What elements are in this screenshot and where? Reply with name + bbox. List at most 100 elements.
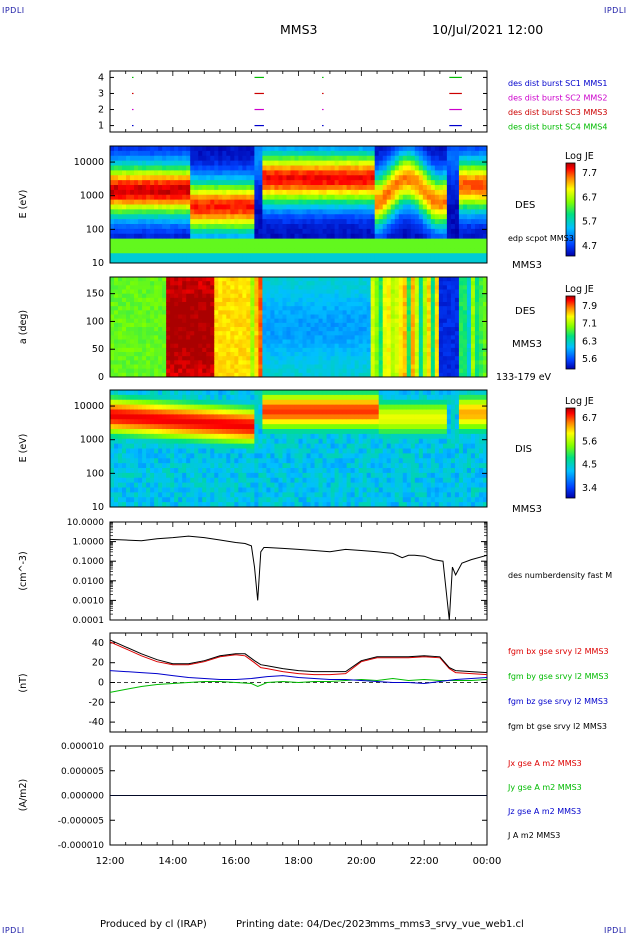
heatmap-cell: [246, 209, 251, 214]
heatmap-cell: [355, 290, 360, 295]
heatmap-cell: [166, 344, 171, 349]
heatmap-cell: [383, 344, 388, 349]
heatmap-cell: [194, 170, 199, 175]
heatmap-cell: [415, 195, 420, 200]
heatmap-cell: [282, 356, 287, 361]
heatmap-cell: [463, 234, 468, 239]
heatmap-cell: [391, 229, 396, 234]
heatmap-cell: [138, 229, 143, 234]
heatmap-cell: [270, 369, 275, 374]
heatmap-cell: [355, 302, 360, 307]
heatmap-cell: [134, 360, 139, 365]
heatmap-cell: [266, 356, 271, 361]
heatmap-cell: [162, 200, 167, 205]
heatmap-cell: [130, 234, 135, 239]
heatmap-cell: [122, 424, 127, 429]
heatmap-cell: [463, 175, 468, 180]
heatmap-cell: [122, 365, 127, 370]
heatmap-cell: [130, 369, 135, 374]
heatmap-cell: [407, 248, 412, 253]
heatmap-cell: [459, 302, 464, 307]
heatmap-cell: [122, 170, 127, 175]
heatmap-cell: [359, 327, 364, 332]
heatmap-cell: [455, 352, 460, 357]
heatmap-cell: [359, 331, 364, 336]
heatmap-cell: [335, 360, 340, 365]
heatmap-cell: [359, 348, 364, 353]
heatmap-cell: [258, 331, 263, 336]
heatmap-cell: [303, 298, 308, 303]
heatmap-cell: [186, 360, 191, 365]
heatmap-cell: [162, 205, 167, 210]
heatmap-cell: [154, 146, 159, 151]
heatmap-cell: [274, 205, 279, 210]
heatmap-cell: [258, 146, 263, 151]
heatmap-cell: [343, 335, 348, 340]
heatmap-cell: [299, 369, 304, 374]
heatmap-cell: [198, 327, 203, 332]
heatmap-cell: [126, 352, 131, 357]
heatmap-cell: [455, 146, 460, 151]
heatmap-cell: [447, 219, 452, 224]
heatmap-cell: [431, 151, 436, 156]
heatmap-cell: [270, 180, 275, 185]
heatmap-cell: [210, 294, 215, 299]
heatmap-cell: [262, 290, 267, 295]
heatmap-cell: [254, 369, 259, 374]
heatmap-cell: [327, 302, 332, 307]
heatmap-cell: [234, 335, 239, 340]
heatmap-cell: [126, 365, 131, 370]
heatmap-cell: [471, 146, 476, 151]
heatmap-cell: [198, 253, 203, 258]
heatmap-cell: [154, 340, 159, 345]
heatmap-cell: [186, 248, 191, 253]
heatmap-cell: [118, 458, 123, 463]
heatmap-cell: [395, 315, 400, 320]
heatmap-cell: [118, 290, 123, 295]
heatmap-cell: [383, 234, 388, 239]
heatmap-cell: [258, 294, 263, 299]
heatmap-cell: [138, 290, 143, 295]
heatmap-cell: [210, 352, 215, 357]
heatmap-cell: [210, 239, 215, 244]
heatmap-cell: [142, 277, 147, 282]
heatmap-cell: [270, 151, 275, 156]
heatmap-cell: [178, 214, 183, 219]
heatmap-cell: [122, 285, 127, 290]
heatmap-cell: [162, 180, 167, 185]
heatmap-cell: [343, 327, 348, 332]
heatmap-cell: [178, 360, 183, 365]
heatmap-cell: [303, 335, 308, 340]
heatmap-cell: [347, 151, 352, 156]
heatmap-cell: [246, 356, 251, 361]
heatmap-cell: [311, 224, 316, 229]
heatmap-cell: [122, 166, 127, 171]
heatmap-cell: [150, 340, 155, 345]
heatmap-cell: [383, 253, 388, 258]
heatmap-cell: [198, 335, 203, 340]
heatmap-cell: [399, 195, 404, 200]
heatmap-cell: [359, 146, 364, 151]
heatmap-cell: [455, 229, 460, 234]
heatmap-cell: [282, 244, 287, 249]
heatmap-cell: [282, 248, 287, 253]
heatmap-cell: [170, 175, 175, 180]
heatmap-cell: [230, 195, 235, 200]
heatmap-cell: [475, 344, 480, 349]
heatmap-cell: [303, 229, 308, 234]
heatmap-cell: [439, 170, 444, 175]
heatmap-cell: [323, 310, 328, 315]
heatmap-cell: [290, 290, 295, 295]
heatmap-cell: [174, 185, 179, 190]
heatmap-cell: [182, 214, 187, 219]
heatmap-cell: [250, 360, 255, 365]
heatmap-cell: [290, 166, 295, 171]
heatmap-cell: [278, 205, 283, 210]
heatmap-cell: [274, 315, 279, 320]
heatmap-cell: [238, 323, 243, 328]
heatmap-cell: [463, 146, 468, 151]
heatmap-cell: [415, 302, 420, 307]
heatmap-cell: [214, 175, 219, 180]
heatmap-cell: [307, 244, 312, 249]
heatmap-cell: [351, 281, 356, 286]
